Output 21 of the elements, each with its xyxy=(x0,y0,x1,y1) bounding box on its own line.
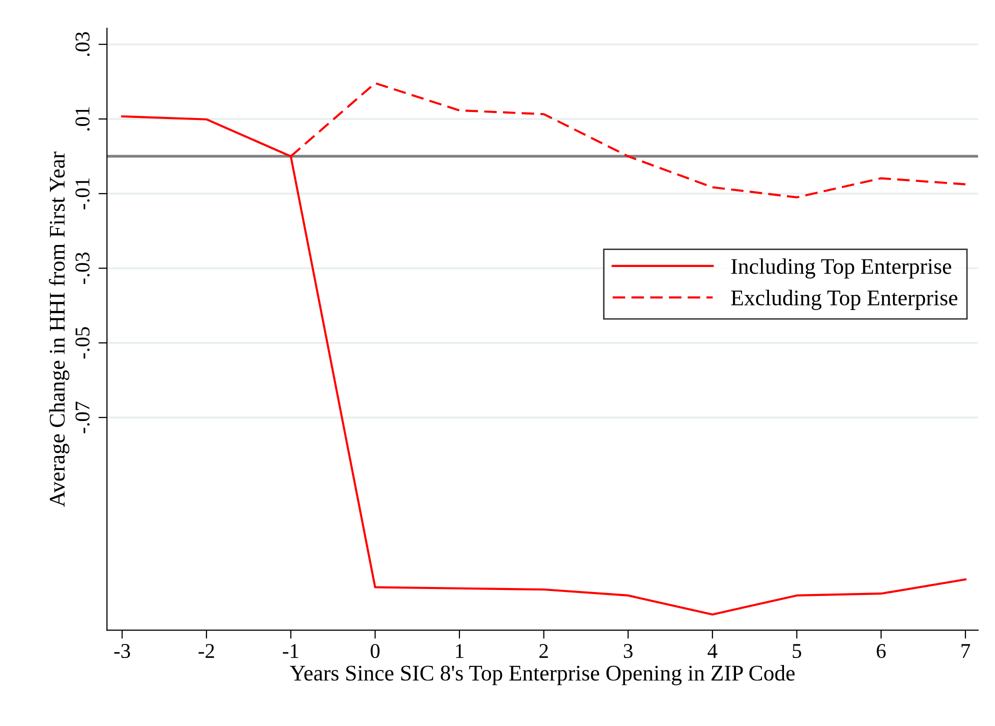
legend-label: Excluding Top Enterprise xyxy=(731,290,958,310)
x-tick-label: 1 xyxy=(456,644,464,658)
x-tick-label: 0 xyxy=(370,644,380,658)
x-tick-label: 5 xyxy=(792,644,802,658)
x-tick-label: 7 xyxy=(962,644,970,658)
x-tick-label: -1 xyxy=(282,644,298,658)
x-axis-title: Years Since SIC 8's Top Enterprise Opening in ZIP Code xyxy=(290,665,795,686)
y-tick-label: .03 xyxy=(75,32,90,56)
x-tick-label: 2 xyxy=(539,644,548,658)
y-tick-label: -.07 xyxy=(75,402,90,434)
x-tick-label: -2 xyxy=(198,644,214,658)
y-axis-title: Average Change in HHI from First Year xyxy=(48,152,70,507)
y-tick-label: -.03 xyxy=(75,252,90,284)
x-tick-label: 3 xyxy=(624,644,633,658)
x-tick-label: -3 xyxy=(114,644,130,658)
y-tick-label: -.05 xyxy=(75,327,90,359)
y-tick-label: -.01 xyxy=(75,178,90,210)
y-tick-label: .01 xyxy=(75,107,90,131)
x-tick-label: 4 xyxy=(708,644,718,658)
legend-label: Including Top Enterprise xyxy=(731,258,952,279)
x-tick-label: 6 xyxy=(876,644,886,658)
